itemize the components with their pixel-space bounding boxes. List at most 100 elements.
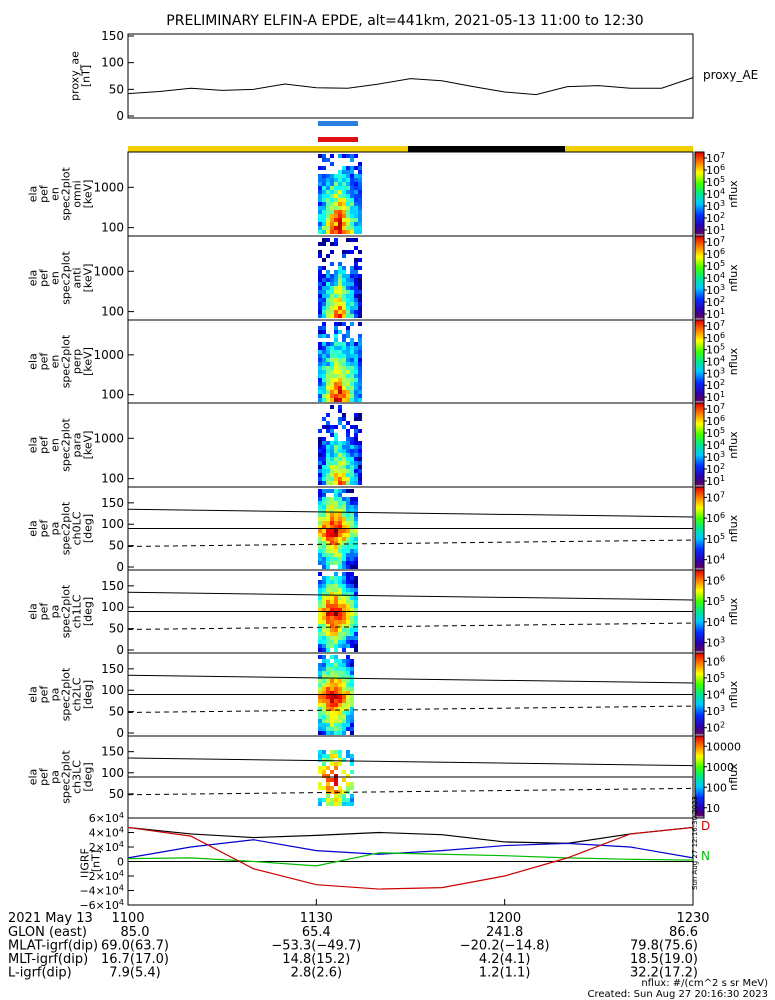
pitch-colorbar-tick-label: 105 <box>706 532 725 546</box>
spectrogram-cell <box>318 306 322 310</box>
pitch-cell <box>322 616 326 620</box>
pitch-ytick-label: 0 <box>116 560 124 574</box>
spectrogram-cell <box>318 334 322 338</box>
pitch-cell <box>334 802 338 806</box>
pitch-cell <box>354 616 358 620</box>
pitch-cell <box>318 727 322 731</box>
spectrogram-cell <box>326 302 330 306</box>
pitch-cell <box>350 699 354 703</box>
spectrogram-cell <box>330 206 334 210</box>
spectrogram-cell <box>338 445 342 449</box>
spectrogram-cell <box>334 322 338 326</box>
pitch-cell <box>354 501 358 505</box>
pitch-cell <box>318 719 322 723</box>
spectrogram-cell <box>326 449 330 453</box>
ephemeris-value: 69.0(63.7) <box>101 939 169 954</box>
spectrogram-cell <box>342 334 346 338</box>
spectrogram-cell <box>318 206 322 210</box>
spectrogram-cell <box>334 346 338 350</box>
pitch-cell <box>338 711 342 715</box>
spectrogram-cell <box>322 290 326 294</box>
spectrogram-colorbar-label: nflux <box>727 180 740 208</box>
pitch-cell <box>338 529 342 533</box>
spectrogram-cell <box>338 218 342 222</box>
spectrogram-cell <box>350 445 354 449</box>
spectrogram-cell <box>350 286 354 290</box>
pitch-cell <box>322 727 326 731</box>
pitch-cell <box>346 580 350 584</box>
pitch-cell <box>350 545 354 549</box>
spectrogram-cell <box>342 198 346 202</box>
pitch-cell <box>322 648 326 652</box>
pitch-cell <box>326 553 330 557</box>
pitch-ylabel-line: [deg] <box>82 762 95 791</box>
spectrogram-cell <box>354 354 358 358</box>
pitch-cell <box>318 580 322 584</box>
ephemeris-value: 1.2(1.1) <box>479 966 531 981</box>
pitch-cell <box>338 640 342 644</box>
spectrogram-cell <box>354 178 358 182</box>
pitch-cell <box>350 707 354 711</box>
pitch-cell <box>330 612 334 616</box>
spectrogram-colorbar-tick-label: 105 <box>706 259 725 273</box>
pitch-cell <box>322 592 326 596</box>
spectrogram-ylabel-line: [keV] <box>82 180 95 209</box>
pitch-cell <box>354 632 358 636</box>
spectrogram-cell <box>326 178 330 182</box>
spectrogram-ylabel-line: en <box>49 187 62 201</box>
pitch-cell <box>350 679 354 683</box>
spectrogram-cell <box>350 461 354 465</box>
spectrogram-cell <box>334 238 338 242</box>
pitch-cell <box>326 707 330 711</box>
spectrogram-cell <box>338 457 342 461</box>
spectrogram-cell <box>350 481 354 485</box>
pitch-cell <box>354 565 358 569</box>
figure-title: PRELIMINARY ELFIN-A EPDE, alt=441km, 202… <box>166 13 643 29</box>
spectrogram-cell <box>354 294 358 298</box>
pitch-cell <box>338 687 342 691</box>
pitch-cell <box>334 766 338 770</box>
igrf-series-line <box>127 826 694 844</box>
spectrogram-cell <box>346 370 350 374</box>
pitch-cell <box>342 802 346 806</box>
spectrogram-cell <box>358 417 362 421</box>
pitch-cell <box>342 770 346 774</box>
spectrogram-cell <box>350 206 354 210</box>
spectrogram-colorbar-label: nflux <box>727 431 740 459</box>
pitch-cell <box>334 782 338 786</box>
pitch-colorbar-tick-label: 100 <box>706 781 727 794</box>
spectrogram-cell <box>318 457 322 461</box>
pitch-colorbar-label-group: nflux <box>727 763 740 791</box>
pitch-cell <box>330 695 334 699</box>
spectrogram-cell <box>346 449 350 453</box>
spectrogram-colorbar-tick-label: 101 <box>706 223 725 237</box>
pitch-cell <box>338 671 342 675</box>
pitch-cell <box>350 620 354 624</box>
pitch-cell <box>326 501 330 505</box>
spectrogram-cell <box>330 262 334 266</box>
spectrogram-cell <box>330 481 334 485</box>
spectrogram-cell <box>346 286 350 290</box>
pitch-ylabel-line: pa <box>49 770 62 784</box>
pitch-cell <box>326 695 330 699</box>
spectrogram-cell <box>342 178 346 182</box>
spectrogram-cell <box>342 314 346 318</box>
pitch-cell <box>346 663 350 667</box>
spectrogram-cell <box>342 250 346 254</box>
spectrogram-cell <box>346 306 350 310</box>
pitch-cell <box>346 588 350 592</box>
igrf-ytick-label: −2×104 <box>79 869 124 883</box>
spectrogram-cell <box>354 278 358 282</box>
spectrogram-cell <box>322 282 326 286</box>
spectrogram-cell <box>338 182 342 186</box>
pitch-ytick-label: 150 <box>101 496 124 510</box>
spectrogram-cell <box>346 394 350 398</box>
pitch-cell <box>318 766 322 770</box>
pitch-ytick-label: 150 <box>101 579 124 593</box>
pitch-cell <box>318 489 322 493</box>
spectrogram-cell <box>338 465 342 469</box>
spectrogram-cell <box>318 154 322 158</box>
pitch-cell <box>334 628 338 632</box>
spectrogram-cell <box>342 282 346 286</box>
